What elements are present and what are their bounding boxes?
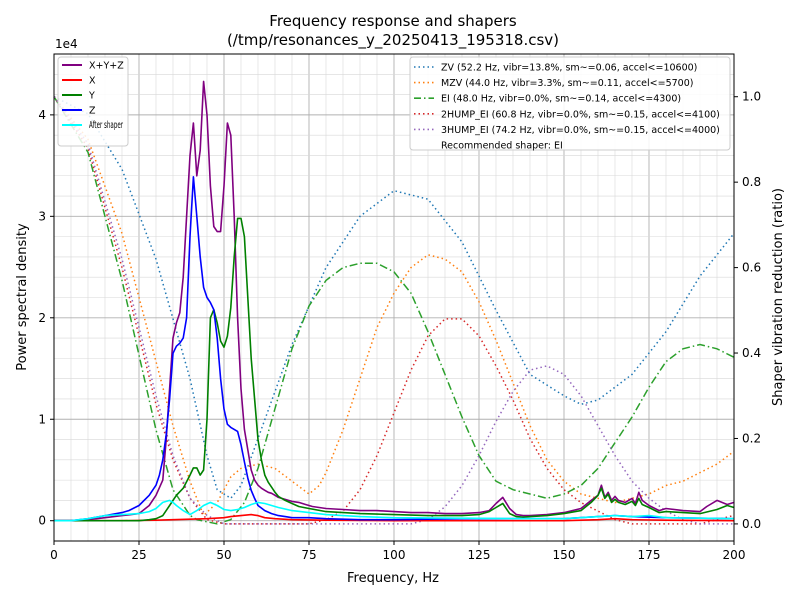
x-tick-label: 125 [468, 548, 491, 562]
legend-label-zv-52-2-hz-vibr-13-8-sm-0-06-accel-10600: ZV (52.2 Hz, vibr=13.8%, sm~=0.06, accel… [441, 63, 697, 74]
y2-tick-label: 0.4 [742, 346, 761, 360]
x-tick-label: 150 [553, 548, 576, 562]
psd-line-z [54, 176, 735, 522]
psd-line-x [54, 513, 735, 522]
shaper-line-zv [53, 96, 735, 500]
chart-subtitle: (/tmp/resonances_y_20250413_195318.csv) [227, 31, 559, 50]
legend-shapers-box [409, 56, 731, 151]
legend-label-y: Y [88, 91, 95, 102]
axes: 0 25 50 75 100 125 150 175 200 0 1 2 3 4 0.0 0.2 0.4 0.6 0… [38, 53, 761, 562]
legend-label-after-shaper: After shaper [89, 120, 123, 131]
y2-tick-label: 1.0 [742, 90, 761, 104]
y-axis-label: Power spectral density [15, 223, 30, 371]
legend-label-mzv-44-0-hz-vibr-3-3-sm-0-11-accel-5700: MZV (44.0 Hz, vibr=3.3%, sm~=0.11, accel… [441, 78, 693, 89]
y-tick-label: 4 [38, 108, 46, 122]
y2-axis-label: Shaper vibration reduction (ratio) [771, 188, 786, 406]
x-tick-label: 25 [131, 548, 146, 562]
x-tick-label: 75 [301, 548, 316, 562]
legend-label-z: Z [89, 106, 96, 117]
legend-label-x-y-z: X+Y+Z [89, 61, 124, 72]
y2-tick-label: 0.0 [742, 517, 761, 531]
y-offset-label: 1e4 [55, 37, 78, 51]
x-axis-label: Frequency, Hz [347, 571, 439, 586]
legend-label-3hump-ei-74-2-hz-vibr-0-0-sm-0-15-accel-4000: 3HUMP_EI (74.2 Hz, vibr=0.0%, sm~=0.15, … [441, 125, 720, 136]
chart-title: Frequency response and shapers [269, 12, 517, 30]
psd-line-x-y-z [54, 80, 735, 522]
y-tick-label: 3 [38, 209, 46, 223]
y-tick-label: 1 [38, 412, 46, 426]
y-tick-label: 2 [38, 311, 46, 325]
legend-label-recommended-shaper-ei: Recommended shaper: EI [441, 141, 563, 152]
y-tick-label: 0 [38, 514, 46, 528]
shaper-curves [53, 96, 735, 525]
shaper-line-2hump-ei [53, 96, 735, 525]
y2-tick-label: 0.6 [742, 261, 761, 275]
legend-shapers: ZV (52.2 Hz, vibr=13.8%, sm~=0.06, accel… [409, 56, 731, 152]
psd-line-y [54, 217, 735, 522]
x-tick-label: 100 [383, 548, 406, 562]
y2-tick-label: 0.8 [742, 175, 761, 189]
psd-curves [54, 80, 735, 522]
x-tick-label: 0 [50, 548, 58, 562]
legend-label-x: X [89, 76, 96, 87]
legend-label-ei-48-0-hz-vibr-0-0-sm-0-14-accel-4300: EI (48.0 Hz, vibr=0.0%, sm~=0.14, accel<… [441, 94, 681, 105]
psd-line-after-shaper [54, 499, 735, 522]
legend-label-2hump-ei-60-8-hz-vibr-0-0-sm-0-15-accel-4100: 2HUMP_EI (60.8 Hz, vibr=0.0%, sm~=0.15, … [441, 109, 720, 120]
x-tick-label: 200 [723, 548, 746, 562]
legend-psd: X+Y+Z XYZ After shaper [57, 56, 129, 147]
shaper-line-ei [53, 96, 735, 525]
x-tick-label: 50 [216, 548, 231, 562]
y2-tick-label: 0.2 [742, 431, 761, 445]
x-tick-label: 175 [638, 548, 661, 562]
